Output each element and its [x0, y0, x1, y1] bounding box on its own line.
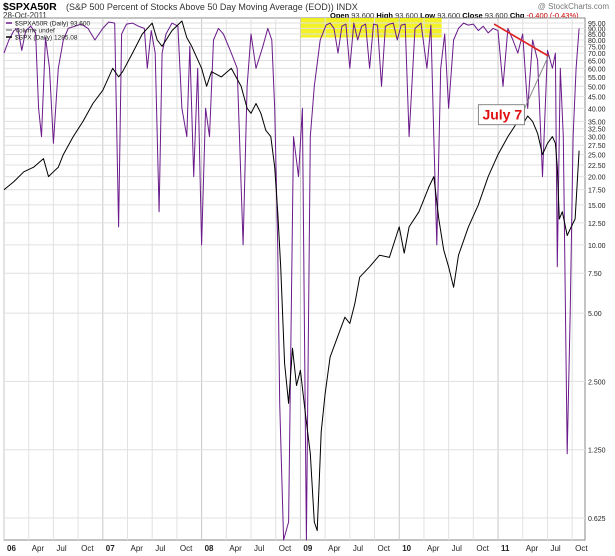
- x-tick-label: Oct: [81, 544, 94, 553]
- y-tick-label: 17.50: [588, 188, 606, 195]
- y-tick-label: 20.00: [588, 175, 606, 182]
- annotation-pointer: [523, 55, 549, 109]
- x-tick-label: 08: [205, 544, 214, 553]
- y-tick-label: 1.250: [588, 448, 606, 455]
- x-tick-label: 06: [7, 544, 16, 553]
- close-value: 93.600: [484, 11, 508, 20]
- y-tick-label: 70.00: [588, 51, 606, 58]
- y-tick-label: 32.50: [588, 127, 606, 134]
- y-tick-label: 22.50: [588, 163, 606, 170]
- x-tick-label: 11: [501, 544, 510, 553]
- high-value: 93.600: [395, 11, 419, 20]
- x-tick-label: Apr: [328, 544, 341, 553]
- ohlc-readout: Open 93.600 High 93.600 Low 93.600 Close…: [330, 11, 579, 20]
- x-tick-label: Apr: [229, 544, 242, 553]
- symbol-title: $SPXA50R: [3, 1, 57, 13]
- x-tick-label: Oct: [575, 544, 588, 553]
- x-tick-label: Jul: [353, 544, 363, 553]
- y-tick-label: 85.00: [588, 32, 606, 39]
- series-line-spxa50r: [3, 21, 580, 541]
- series-line-trendline: [493, 23, 549, 57]
- y-tick-label: 90.00: [588, 26, 606, 33]
- y-tick-label: 75.00: [588, 44, 606, 51]
- y-tick-label: 27.50: [588, 143, 606, 150]
- x-tick-label: Jul: [254, 544, 264, 553]
- y-tick-label: 0.625: [588, 516, 606, 523]
- x-tick-label: Jul: [56, 544, 66, 553]
- y-tick-label: 40.00: [588, 106, 606, 113]
- symbol-description: (S&P 500 Percent of Stocks Above 50 Day …: [66, 2, 358, 12]
- copyright-label: @ StockCharts.com: [537, 2, 609, 11]
- legend-entry: $SPXA50R (Daily) 93.600: [15, 21, 91, 28]
- x-tick-label: Oct: [180, 544, 193, 553]
- y-tick-label: 45.00: [588, 95, 606, 102]
- series-line-spx: [3, 20, 580, 532]
- y-tick-label: 55.00: [588, 75, 606, 82]
- y-tick-label: 30.00: [588, 135, 606, 142]
- y-tick-label: 15.00: [588, 203, 606, 210]
- x-tick-label: Apr: [131, 544, 144, 553]
- close-label: Close: [462, 11, 483, 20]
- y-tick-label: 5.00: [588, 311, 602, 318]
- y-tick-label: 25.00: [588, 153, 606, 160]
- legend-entry: $SPX (Daily) 1285.08: [15, 35, 78, 42]
- y-tick-label: 60.00: [588, 66, 606, 73]
- y-tick-label: 80.00: [588, 38, 606, 45]
- y-tick-label: 35.00: [588, 119, 606, 126]
- y-tick-label: 50.00: [588, 84, 606, 91]
- x-tick-label: Oct: [279, 544, 292, 553]
- x-tick-label: Oct: [476, 544, 489, 553]
- x-tick-label: Apr: [427, 544, 440, 553]
- high-label: High: [376, 11, 393, 20]
- chg-value: -0.400 (-0.43%): [526, 11, 579, 20]
- y-tick-label: 10.00: [588, 243, 606, 250]
- x-tick-label: 07: [106, 544, 115, 553]
- x-tick-label: Jul: [550, 544, 560, 553]
- chart-date: 28-Oct-2011: [3, 11, 47, 20]
- legend-entry: Volume undef: [15, 28, 55, 35]
- y-tick-label: 12.50: [588, 221, 606, 228]
- x-tick-label: Jul: [452, 544, 462, 553]
- x-tick-label: Jul: [155, 544, 165, 553]
- chg-label: Chg: [509, 11, 525, 20]
- open-label: Open: [330, 11, 350, 20]
- x-tick-label: Apr: [526, 544, 539, 553]
- y-tick-label: 65.00: [588, 58, 606, 65]
- highlight-band: [300, 18, 442, 38]
- x-tick-label: Apr: [32, 544, 45, 553]
- open-value: 93.600: [351, 11, 375, 20]
- y-tick-label: 2.500: [588, 379, 606, 386]
- x-tick-label: 10: [402, 544, 411, 553]
- annotation-text: July 7: [482, 107, 522, 123]
- y-tick-label: 7.50: [588, 271, 602, 278]
- chart-header: $SPXA50R (S&P 500 Percent of Stocks Abov…: [0, 0, 615, 20]
- low-value: 93.600: [437, 11, 461, 20]
- annotation-box: [477, 104, 525, 126]
- y-tick-label: 95.00: [588, 21, 606, 28]
- x-tick-label: Oct: [378, 544, 391, 553]
- low-label: Low: [420, 11, 436, 20]
- x-tick-label: 09: [303, 544, 312, 553]
